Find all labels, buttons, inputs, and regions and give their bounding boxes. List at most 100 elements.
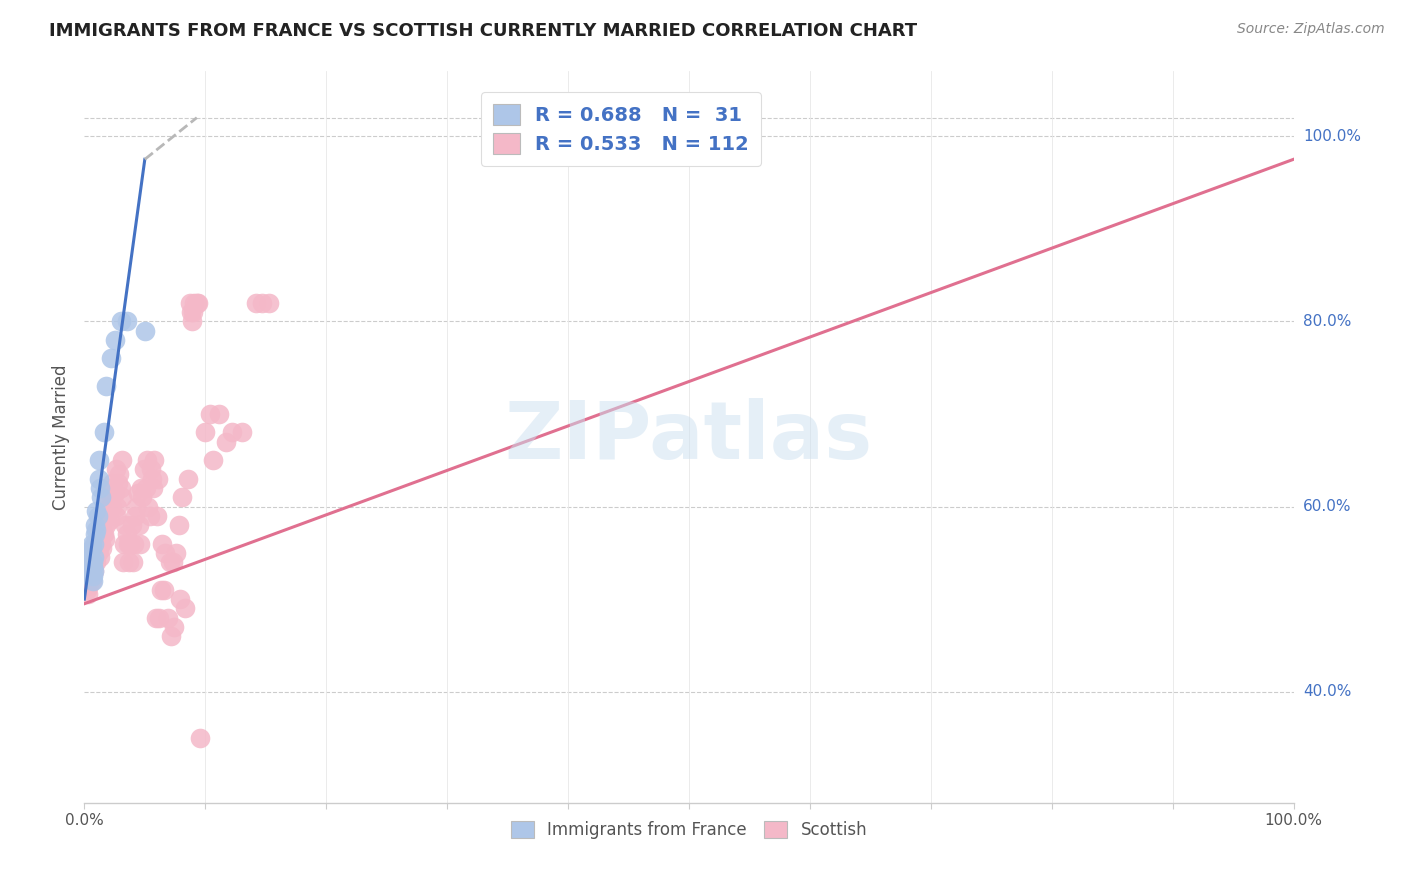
Point [142,481,165,495]
Point [115,527,138,541]
Point [76,567,98,582]
Point [146,472,169,486]
Point [181,314,204,328]
Point [111,490,134,504]
Point [82,574,104,588]
Point [201,453,224,467]
Point [80,541,103,556]
Point [160,629,183,643]
Point [120,536,142,550]
Point [169,592,191,607]
Point [77,578,100,592]
Point [127,485,149,500]
Point [124,508,146,523]
Point [79,555,101,569]
Point [82,541,104,556]
Point [83,546,105,560]
Point [136,453,159,467]
Point [173,601,195,615]
Point [215,434,238,449]
Point [77,555,100,569]
Point [118,555,141,569]
Point [101,500,124,514]
Point [187,295,209,310]
Point [89,550,111,565]
Point [139,462,162,476]
Point [194,425,217,440]
Point [167,518,190,533]
Point [77,574,100,588]
Point [86,532,108,546]
Point [87,541,110,556]
Point [134,324,156,338]
Point [135,481,157,495]
Point [90,518,112,533]
Point [97,500,120,514]
Point [86,541,108,556]
Point [117,536,139,550]
Point [231,425,253,440]
Point [77,587,100,601]
Point [87,472,110,486]
Point [93,425,115,440]
Point [105,500,128,514]
Text: 40.0%: 40.0% [1303,684,1351,699]
Point [186,295,208,310]
Point [141,472,163,486]
Point [86,523,108,537]
Point [112,555,135,569]
Point [190,731,212,745]
Point [77,548,100,562]
Point [179,295,201,310]
Point [80,536,103,550]
Point [76,582,98,597]
Point [82,569,104,583]
Point [110,481,132,495]
Text: 60.0%: 60.0% [1303,499,1351,514]
Point [172,490,194,504]
Point [155,546,177,560]
Point [94,508,117,523]
Legend: Immigrants from France, Scottish: Immigrants from France, Scottish [505,814,873,846]
Point [79,565,101,579]
Point [103,481,125,495]
Point [101,476,124,491]
Point [181,305,204,319]
Point [100,351,122,366]
Point [156,610,179,624]
Point [132,462,155,476]
Point [86,555,108,569]
Point [159,555,181,569]
Point [129,536,152,550]
Point [180,305,202,319]
Point [125,500,148,514]
Point [104,485,127,500]
Point [221,425,243,440]
Point [83,536,105,550]
Point [80,574,103,588]
Point [108,467,131,482]
Point [112,536,135,550]
Point [82,555,104,569]
Point [250,295,273,310]
Point [100,490,122,504]
Point [110,314,132,328]
Point [121,518,143,533]
Point [94,532,117,546]
Point [98,513,121,527]
Point [143,453,166,467]
Point [149,582,172,597]
Point [128,518,150,533]
Point [104,462,127,476]
Point [163,620,186,634]
Point [84,536,107,550]
Point [82,559,104,574]
Point [138,500,160,514]
Point [82,559,104,574]
Point [80,550,103,565]
Point [153,582,176,597]
Point [177,472,200,486]
Point [122,536,145,550]
Point [259,295,281,310]
Point [77,565,100,579]
